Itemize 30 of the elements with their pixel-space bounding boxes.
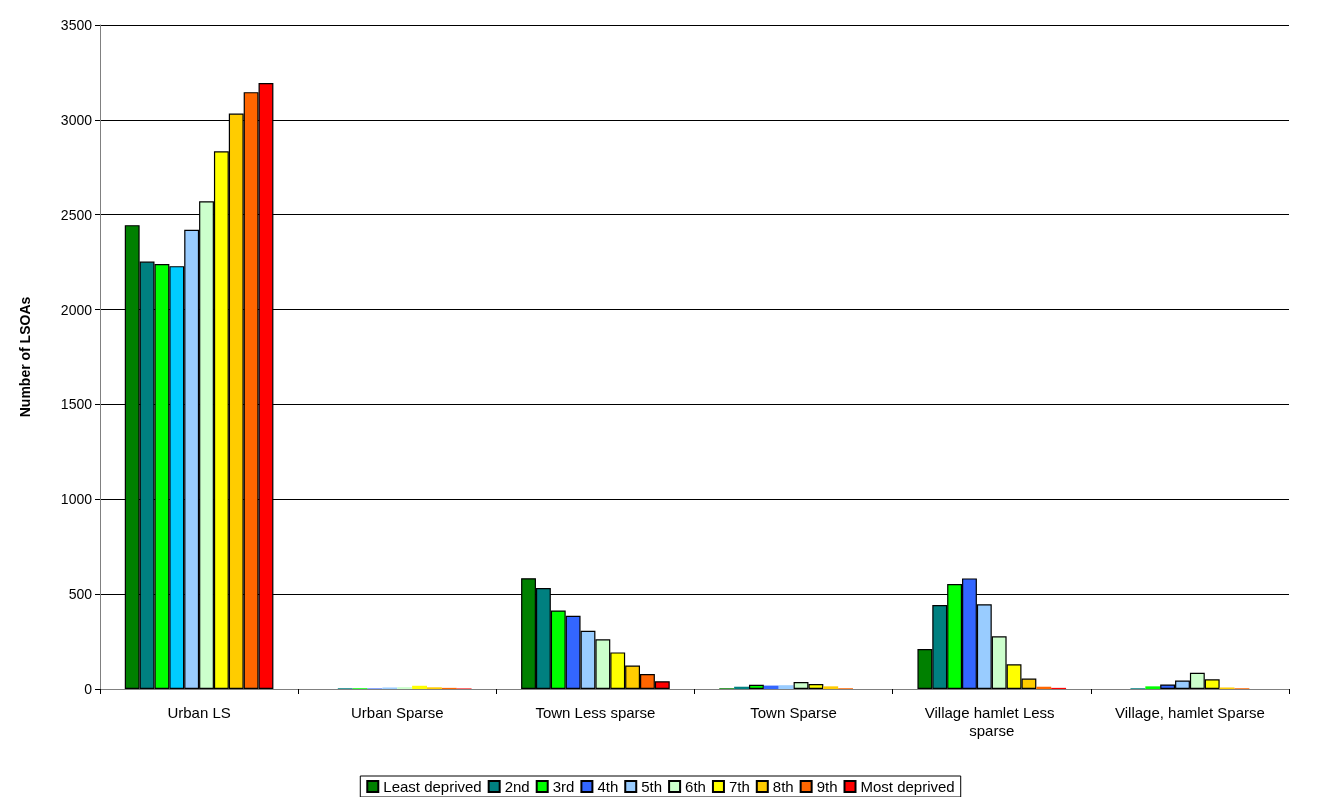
legend-label: Least deprived [383, 778, 482, 795]
x-tick-label: Urban Sparse [350, 703, 444, 721]
bar [778, 685, 794, 689]
legend-label: 3rd [552, 778, 575, 795]
y-tick-label: 0 [84, 681, 93, 697]
y-tick-label: 3000 [60, 111, 93, 128]
legend-label: 5th [641, 778, 663, 795]
legend-label: 4th [597, 778, 619, 795]
bar [823, 686, 839, 689]
legend-label: 6th [685, 778, 706, 795]
y-tick-label: 2000 [60, 301, 93, 318]
legend-label: 7th [728, 778, 750, 795]
x-tick-label: Village, hamlet Sparse [1115, 703, 1265, 721]
y-tick-label: 3500 [60, 17, 93, 33]
x-tick-label: Town Sparse [750, 703, 837, 721]
bar [749, 684, 764, 689]
y-tick-label: 500 [68, 586, 93, 603]
x-tick-label: Urban LS [167, 703, 231, 721]
y-tick-label: 2500 [60, 206, 93, 223]
x-tick-label: Town Less sparse [535, 703, 656, 721]
x-tick-label: Village hamlet Less sparse [924, 703, 1059, 739]
y-tick-label: 1000 [60, 491, 93, 508]
bar [412, 685, 427, 689]
legend-label: Most deprived [860, 778, 955, 795]
legend-label: 9th [816, 778, 838, 795]
legend-label: 2nd [504, 778, 530, 795]
y-tick-label: 1500 [60, 396, 93, 413]
bar [1145, 686, 1161, 689]
legend-label: 8th [772, 778, 794, 795]
y-axis-title: Number of LSOAs [17, 296, 33, 418]
